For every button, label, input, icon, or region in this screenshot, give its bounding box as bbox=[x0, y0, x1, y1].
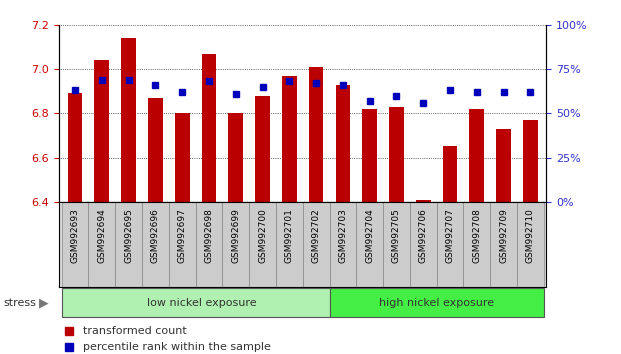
Bar bbox=[410, 202, 437, 287]
Text: GSM992704: GSM992704 bbox=[365, 209, 374, 263]
Text: GSM992694: GSM992694 bbox=[97, 209, 106, 263]
Bar bbox=[517, 202, 544, 287]
Bar bbox=[61, 202, 88, 287]
Text: stress: stress bbox=[3, 298, 36, 308]
Bar bbox=[196, 202, 222, 287]
Bar bbox=[276, 202, 302, 287]
Bar bbox=[249, 202, 276, 287]
Text: GSM992702: GSM992702 bbox=[312, 209, 320, 263]
Bar bbox=[255, 96, 270, 202]
Bar bbox=[68, 93, 83, 202]
Text: GSM992697: GSM992697 bbox=[178, 209, 187, 263]
Text: GSM992699: GSM992699 bbox=[231, 209, 240, 263]
Text: GSM992696: GSM992696 bbox=[151, 209, 160, 263]
Bar bbox=[416, 200, 430, 202]
Bar bbox=[61, 288, 330, 317]
Text: GSM992707: GSM992707 bbox=[445, 209, 455, 263]
Bar bbox=[202, 53, 216, 202]
Text: low nickel exposure: low nickel exposure bbox=[147, 298, 257, 308]
Bar bbox=[121, 38, 136, 202]
Bar bbox=[389, 107, 404, 202]
Bar bbox=[523, 120, 538, 202]
Bar bbox=[469, 109, 484, 202]
Bar bbox=[335, 85, 350, 202]
Bar bbox=[302, 202, 330, 287]
Bar bbox=[116, 202, 142, 287]
Text: GSM992700: GSM992700 bbox=[258, 209, 267, 263]
Text: high nickel exposure: high nickel exposure bbox=[379, 298, 494, 308]
Bar bbox=[175, 113, 189, 202]
Bar bbox=[437, 202, 463, 287]
Text: GSM992705: GSM992705 bbox=[392, 209, 401, 263]
Bar bbox=[490, 202, 517, 287]
Text: GSM992701: GSM992701 bbox=[285, 209, 294, 263]
Text: GSM992710: GSM992710 bbox=[526, 209, 535, 263]
Bar bbox=[496, 129, 511, 202]
Bar bbox=[362, 109, 377, 202]
Text: transformed count: transformed count bbox=[83, 326, 187, 336]
Bar bbox=[94, 60, 109, 202]
Bar bbox=[383, 202, 410, 287]
Bar bbox=[142, 202, 169, 287]
Text: GSM992698: GSM992698 bbox=[204, 209, 214, 263]
Bar bbox=[330, 288, 544, 317]
Text: GSM992703: GSM992703 bbox=[338, 209, 347, 263]
Bar bbox=[222, 202, 249, 287]
Text: GSM992706: GSM992706 bbox=[419, 209, 428, 263]
Text: ▶: ▶ bbox=[39, 296, 48, 309]
Bar bbox=[443, 147, 458, 202]
Bar bbox=[463, 202, 490, 287]
Bar bbox=[282, 76, 297, 202]
Bar bbox=[229, 113, 243, 202]
Text: percentile rank within the sample: percentile rank within the sample bbox=[83, 342, 271, 352]
Bar bbox=[356, 202, 383, 287]
Text: GSM992708: GSM992708 bbox=[473, 209, 481, 263]
Bar bbox=[330, 202, 356, 287]
Bar bbox=[88, 202, 116, 287]
Bar bbox=[148, 98, 163, 202]
Text: GSM992695: GSM992695 bbox=[124, 209, 133, 263]
Bar bbox=[169, 202, 196, 287]
Text: GSM992693: GSM992693 bbox=[71, 209, 79, 263]
Text: GSM992709: GSM992709 bbox=[499, 209, 508, 263]
Bar bbox=[309, 67, 324, 202]
